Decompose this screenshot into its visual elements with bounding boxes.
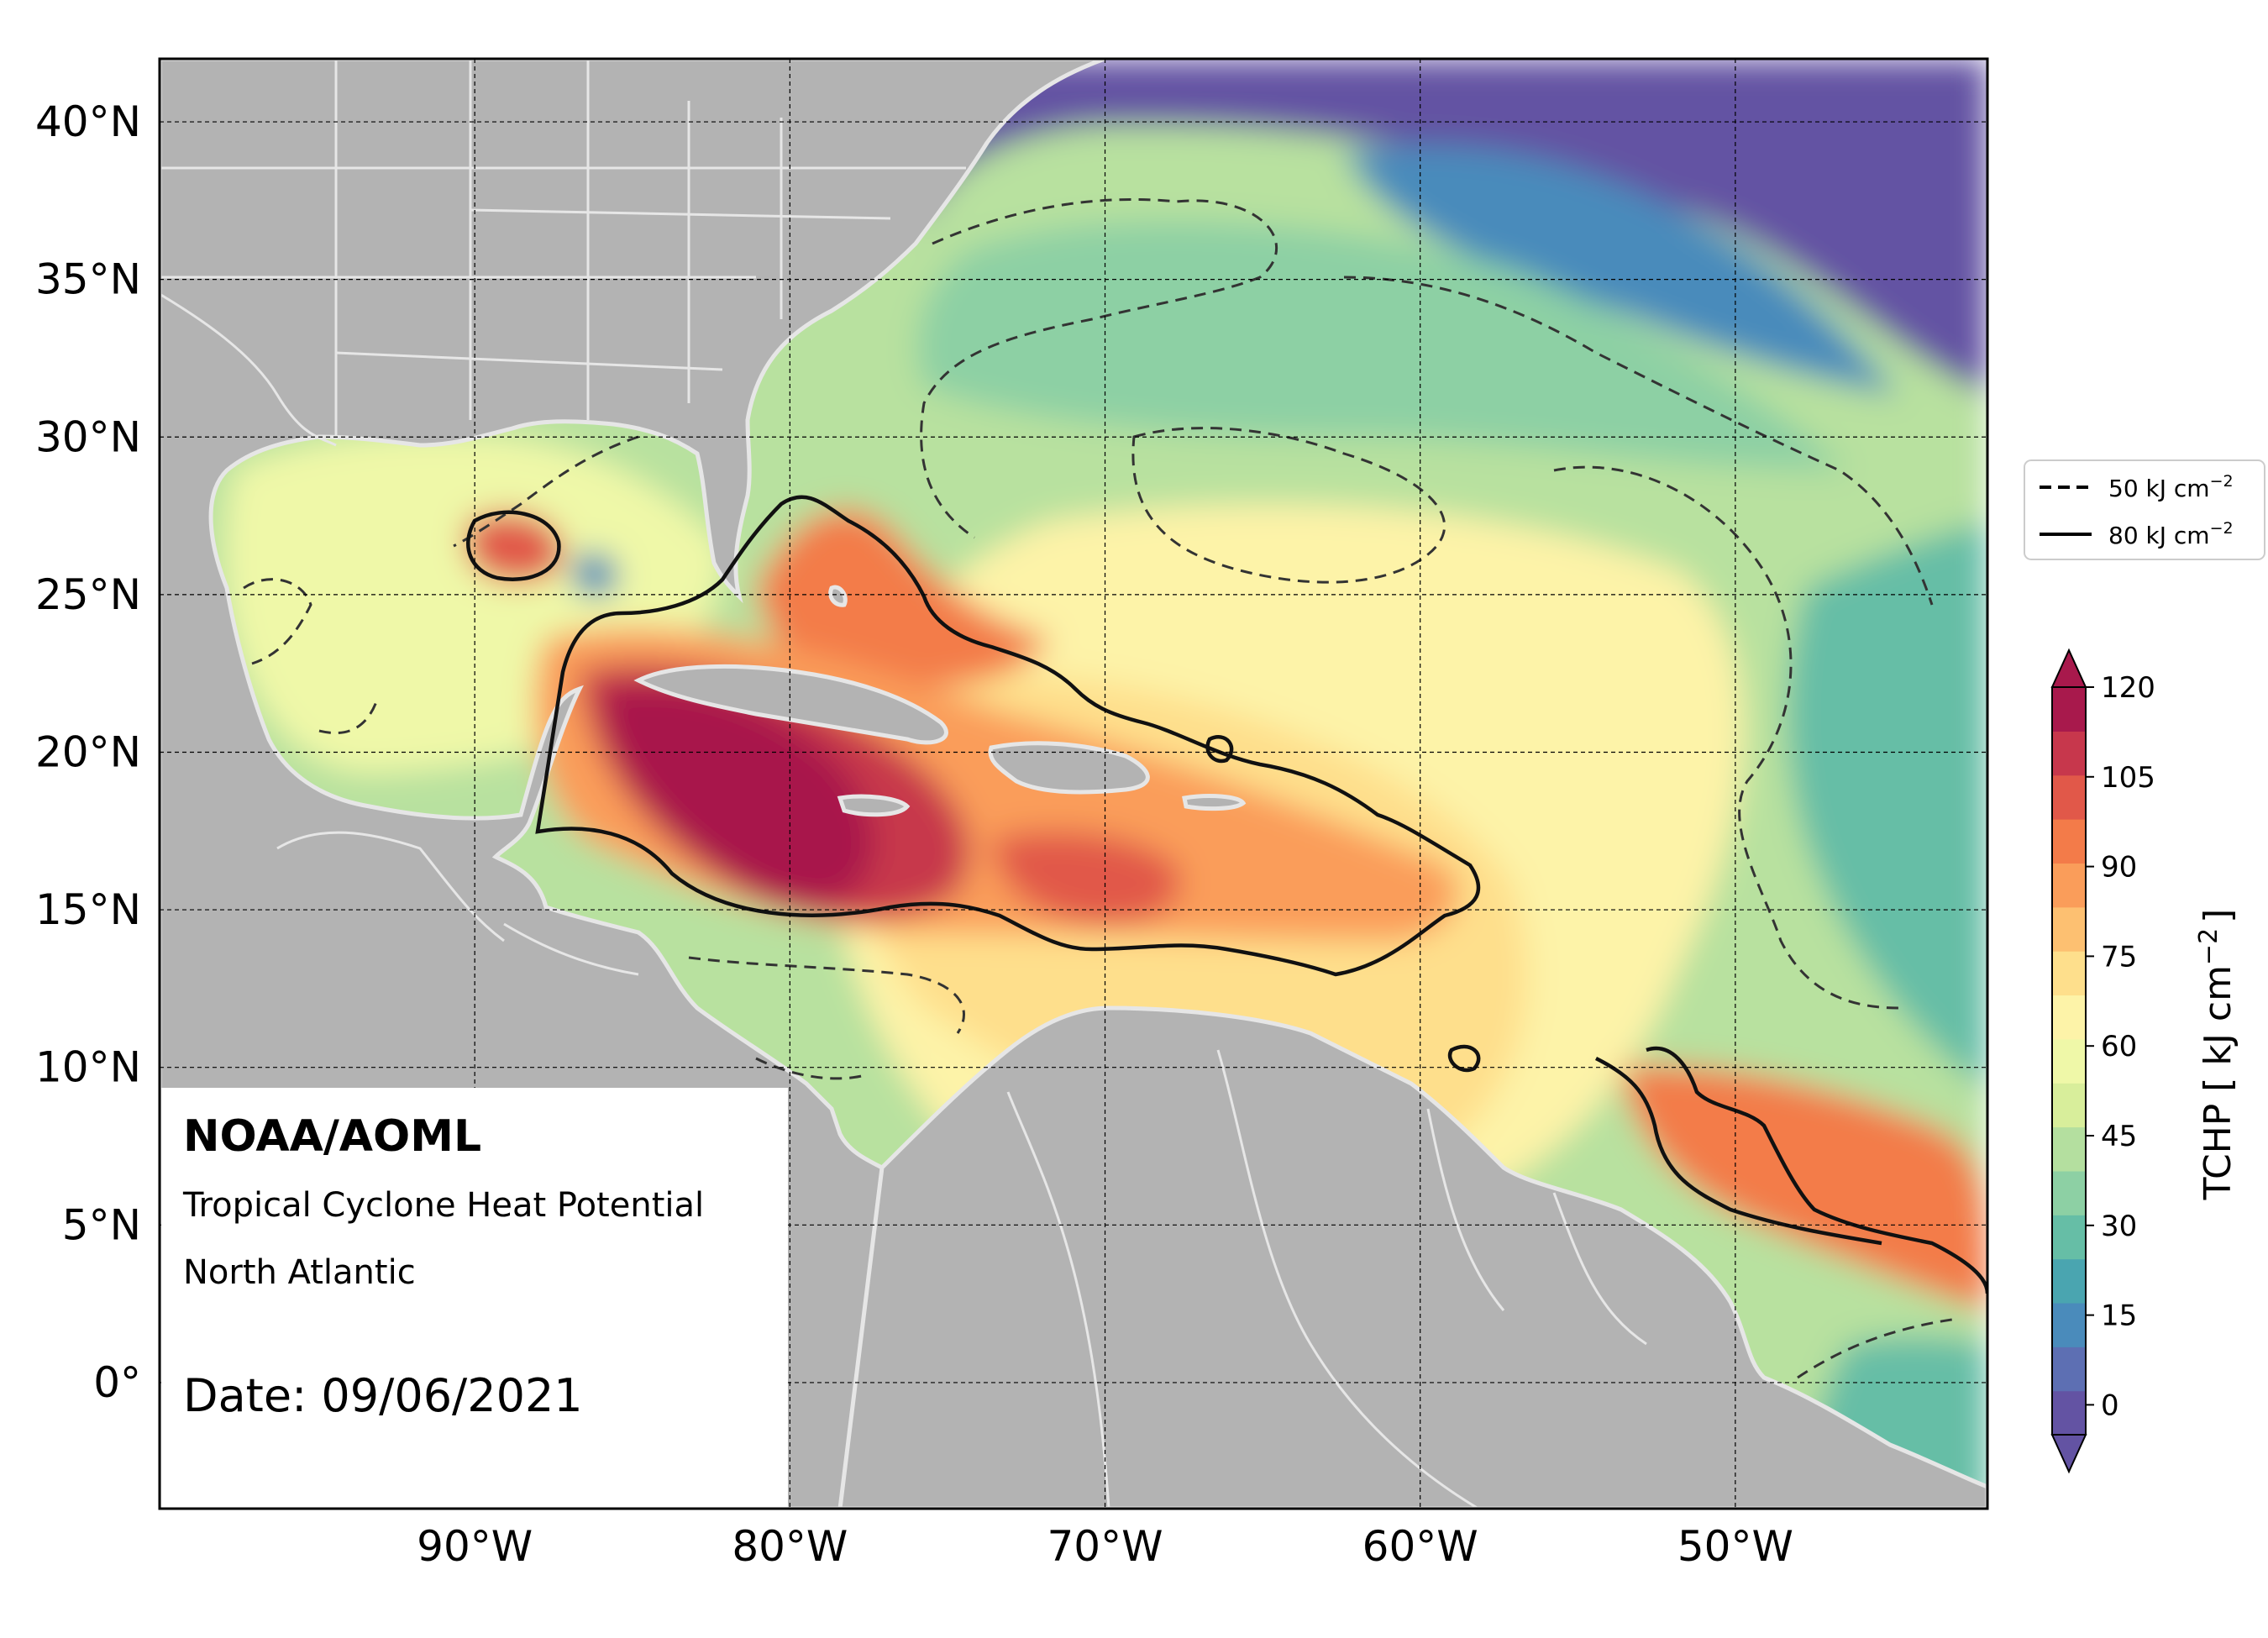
- map-frame: [158, 57, 1989, 1510]
- contour-50-interior: [1131, 427, 1446, 584]
- lon-tick-label: 90°W: [417, 1522, 533, 1571]
- border-states-1: [334, 59, 783, 437]
- annotation-box: [161, 1088, 788, 1508]
- colorbar-tick-label: 75: [2101, 940, 2137, 974]
- colorbar-segment: [2052, 1302, 2086, 1347]
- colorbar-segment: [2052, 774, 2086, 820]
- field-caribbean-core: [603, 684, 874, 904]
- land-south-america: [837, 1005, 1987, 1509]
- colorbar-segment: [2052, 1126, 2086, 1172]
- lat-tick-label: 30°N: [35, 412, 141, 461]
- legend-label-80: 80 kJ cm−2: [2108, 519, 2234, 549]
- colorbar: [2050, 648, 2087, 1474]
- colorbar-tick-label: 120: [2101, 671, 2155, 705]
- lon-tick-label: 50°W: [1677, 1522, 1793, 1571]
- field-caribbean-east: [991, 832, 1181, 924]
- colorbar-ticks: 0 15 30 45 60 75 90 105 120: [2086, 671, 2155, 1422]
- border-us-mexico: [160, 292, 337, 447]
- colorbar-segment: [2052, 1390, 2086, 1436]
- colorbar-segment: [2052, 1347, 2086, 1392]
- land-jamaica: [837, 794, 911, 817]
- lat-tick-label: 10°N: [35, 1043, 141, 1092]
- contour-50: [243, 197, 1958, 1379]
- colorbar-segment: [2052, 995, 2086, 1040]
- field-north-blue: [1344, 144, 1898, 395]
- lat-tick-label: 20°N: [35, 727, 141, 776]
- colorbar-extend-max: [2050, 648, 2087, 688]
- map-panel: NOAA/AOML Tropical Cyclone Heat Potentia…: [160, 59, 1987, 1509]
- contour-50-south: [688, 956, 1958, 1379]
- lat-tick-label: 40°N: [35, 97, 141, 146]
- colorbar-tick-label: 60: [2101, 1030, 2137, 1063]
- annotation-region: North Atlantic: [183, 1253, 416, 1292]
- field-subtropical-green: [917, 221, 1848, 470]
- field-north-cold: [924, 59, 1987, 395]
- colorbar-tick-label: 30: [2101, 1210, 2137, 1243]
- lat-tick-label: 5°N: [62, 1200, 141, 1249]
- annotation-product: Tropical Cyclone Heat Potential: [182, 1186, 704, 1225]
- border-south-america: [1006, 1049, 1647, 1509]
- contours: [243, 197, 1987, 1379]
- lon-tick-labels: 90°W 80°W 70°W 60°W 50°W: [417, 1522, 1793, 1571]
- lat-tick-label: 35°N: [35, 255, 141, 304]
- annotation-date: Date: 09/06/2021: [183, 1369, 583, 1422]
- colorbar-outline: [2051, 686, 2087, 1436]
- colorbar-segment: [2052, 1170, 2086, 1215]
- contour-legend: 50 kJ cm−2 80 kJ cm−2: [2024, 459, 2265, 560]
- lon-tick-label: 70°W: [1047, 1522, 1163, 1571]
- field-gulf-eddy: [465, 512, 564, 583]
- colorbar-segment: [2052, 951, 2086, 996]
- lon-tick-label: 60°W: [1362, 1522, 1478, 1571]
- colorbar-label: TCHP [ kJ cm−2]: [2194, 909, 2239, 1201]
- lat-tick-labels: 40°N 35°N 30°N 25°N 20°N 15°N 10°N 5°N 0°: [35, 97, 141, 1407]
- contour-80-south-america: [1594, 1046, 1987, 1294]
- colorbar-extend-min: [2050, 1434, 2087, 1474]
- field-east-green: [1787, 521, 1987, 1092]
- colorbar-tick-label: 0: [2101, 1389, 2119, 1422]
- lat-tick-label: 25°N: [35, 570, 141, 619]
- colorbar-segment: [2052, 906, 2086, 952]
- colorbar-segment: [2052, 731, 2086, 776]
- land-cuba: [633, 664, 948, 745]
- field-sa-warm: [1621, 1065, 1987, 1310]
- field-gulf-cold: [571, 552, 618, 597]
- contour-50-east: [1553, 465, 1899, 1010]
- contour-50-north: [920, 197, 1934, 606]
- colorbar-tick-label: 105: [2101, 761, 2155, 795]
- contour-80-islands: [1205, 735, 1481, 1073]
- colorbar-tick-label: 90: [2101, 851, 2137, 885]
- lat-tick-label: 0°: [93, 1358, 141, 1407]
- land-puerto-rico: [1182, 794, 1247, 811]
- lat-tick-label: 15°N: [35, 885, 141, 934]
- colorbar-segment: [2052, 1258, 2086, 1304]
- colorbar-tick-label: 45: [2101, 1120, 2137, 1153]
- colorbar-segment: [2052, 819, 2086, 864]
- colorbar-segment: [2052, 1215, 2086, 1260]
- political-borders: [160, 59, 1647, 1509]
- legend-label-50: 50 kJ cm−2: [2108, 472, 2234, 502]
- annotation-org: NOAA/AOML: [183, 1111, 481, 1162]
- colorbar-segment: [2052, 687, 2086, 732]
- colorbar-tick-label: 15: [2101, 1299, 2137, 1333]
- land-florida-keys: [828, 585, 848, 607]
- colorbar-segment: [2052, 863, 2086, 908]
- contour-80-caribbean: [535, 495, 1481, 977]
- lon-tick-label: 80°W: [732, 1522, 848, 1571]
- contour-80: [466, 495, 1987, 1294]
- border-central-america: [276, 831, 639, 976]
- contour-50-gulf: [243, 435, 639, 735]
- colorbar-segment: [2052, 1038, 2086, 1084]
- border-states-2: [160, 166, 966, 371]
- contour-80-gulf-eddy: [466, 510, 561, 581]
- land-hispaniola: [988, 741, 1150, 795]
- colorbar-segment: [2052, 1083, 2086, 1128]
